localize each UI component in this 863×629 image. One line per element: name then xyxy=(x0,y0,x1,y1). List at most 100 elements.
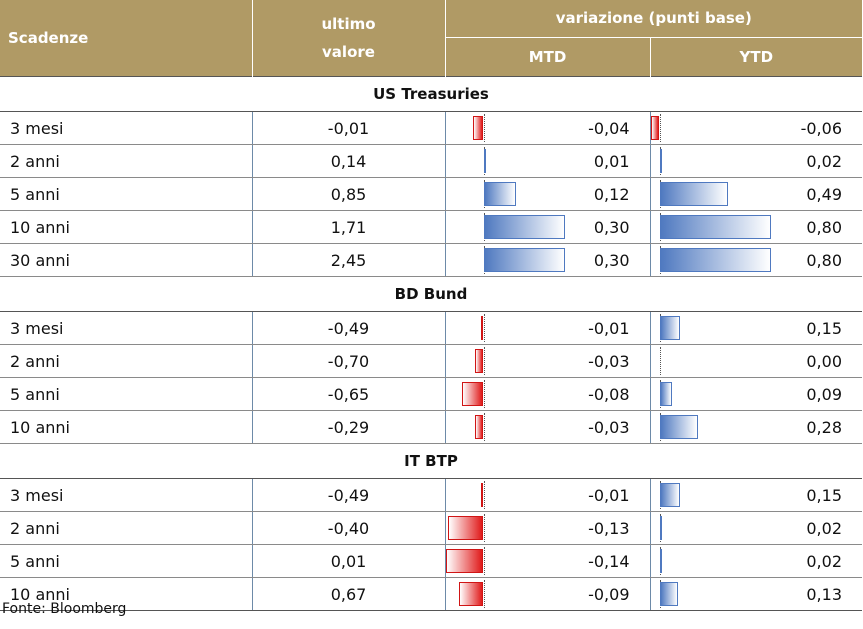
mtd-change-cell: -0,09 xyxy=(445,577,651,611)
ytd-change-cell: 0,09 xyxy=(650,377,862,411)
ytd-change-value: 0,02 xyxy=(806,518,842,538)
last-value-cell: -0,29 xyxy=(252,410,446,444)
mtd-change-bar xyxy=(483,248,565,272)
mtd-change-value: -0,03 xyxy=(588,417,630,437)
table-body: US Treasuries 3 mesi -0,01 -0,04 -0,06 2 anni… xyxy=(0,76,862,611)
ytd-change-bar xyxy=(659,149,663,173)
mtd-change-value: -0,09 xyxy=(588,584,630,604)
header-last-line2: valore xyxy=(252,37,446,77)
ytd-zero-axis xyxy=(659,114,661,142)
section-header: BD Bund xyxy=(0,276,862,312)
ytd-change-value: -0,06 xyxy=(800,118,842,138)
mtd-zero-axis xyxy=(483,347,485,375)
table-row: 10 anni 0,67 -0,09 0,13 xyxy=(0,577,862,611)
mtd-change-bar xyxy=(461,382,484,406)
ytd-change-value: 0,80 xyxy=(806,217,842,237)
mtd-change-value: -0,04 xyxy=(588,118,630,138)
mtd-change-value: 0,30 xyxy=(593,250,630,270)
mtd-change-cell: 0,01 xyxy=(445,144,651,178)
mtd-change-value: -0,13 xyxy=(588,518,630,538)
ytd-zero-axis xyxy=(659,347,661,375)
mtd-zero-axis xyxy=(483,413,485,441)
table-row: 10 anni -0,29 -0,03 0,28 xyxy=(0,410,862,444)
last-value-cell: -0,65 xyxy=(252,377,446,411)
header-last-line1: ultimo xyxy=(252,0,446,37)
mtd-change-bar xyxy=(459,582,484,606)
ytd-change-value: 0,13 xyxy=(806,584,842,604)
last-value-cell: 1,71 xyxy=(252,210,446,244)
mtd-change-cell: 0,12 xyxy=(445,177,651,211)
header-change: variazione (punti base) xyxy=(445,0,862,38)
table-row: 5 anni -0,65 -0,08 0,09 xyxy=(0,377,862,411)
mtd-change-cell: -0,14 xyxy=(445,544,651,578)
section-title: BD Bund xyxy=(0,276,862,312)
mtd-zero-axis xyxy=(483,380,485,408)
mtd-change-value: -0,08 xyxy=(588,384,630,404)
mtd-zero-axis xyxy=(483,547,485,575)
last-value-cell: -0,40 xyxy=(252,511,446,545)
ytd-change-bar xyxy=(659,483,681,507)
table-header: Scadenze ultimo variazione (punti base) … xyxy=(0,0,862,77)
maturity-cell: 10 anni xyxy=(0,210,253,244)
mtd-zero-axis xyxy=(483,314,485,342)
ytd-change-cell: 0,00 xyxy=(650,344,862,378)
ytd-change-cell: 0,13 xyxy=(650,577,862,611)
mtd-change-bar xyxy=(480,483,484,507)
mtd-change-cell: 0,30 xyxy=(445,210,651,244)
mtd-change-bar xyxy=(448,516,484,540)
ytd-change-bar xyxy=(659,215,771,239)
mtd-change-value: -0,01 xyxy=(588,485,630,505)
ytd-change-cell: 0,15 xyxy=(650,311,862,345)
last-value-cell: -0,49 xyxy=(252,311,446,345)
mtd-change-value: -0,03 xyxy=(588,351,630,371)
table-row: 30 anni 2,45 0,30 0,80 xyxy=(0,243,862,277)
last-value-cell: -0,49 xyxy=(252,478,446,512)
mtd-change-cell: -0,01 xyxy=(445,311,651,345)
ytd-change-value: 0,15 xyxy=(806,485,842,505)
ytd-change-cell: 0,15 xyxy=(650,478,862,512)
maturity-cell: 5 anni xyxy=(0,177,253,211)
ytd-change-value: 0,02 xyxy=(806,551,842,571)
mtd-zero-axis xyxy=(483,481,485,509)
ytd-change-bar xyxy=(659,549,663,573)
table-row: 3 mesi -0,01 -0,04 -0,06 xyxy=(0,111,862,145)
last-value-cell: -0,01 xyxy=(252,111,446,145)
last-value-cell: 0,01 xyxy=(252,544,446,578)
ytd-change-bar xyxy=(659,516,663,540)
mtd-change-bar xyxy=(472,116,484,140)
mtd-change-cell: -0,03 xyxy=(445,410,651,444)
mtd-zero-axis xyxy=(483,514,485,542)
ytd-change-cell: 0,28 xyxy=(650,410,862,444)
last-value-cell: 0,14 xyxy=(252,144,446,178)
ytd-change-cell: 0,02 xyxy=(650,544,862,578)
maturity-cell: 2 anni xyxy=(0,144,253,178)
ytd-change-value: 0,00 xyxy=(806,351,842,371)
header-maturities: Scadenze xyxy=(0,0,253,77)
mtd-change-cell: -0,03 xyxy=(445,344,651,378)
ytd-change-bar xyxy=(659,382,672,406)
mtd-change-value: 0,30 xyxy=(593,217,630,237)
yields-table: Scadenze ultimo variazione (punti base) … xyxy=(0,0,862,611)
mtd-zero-axis xyxy=(483,580,485,608)
maturity-cell: 3 mesi xyxy=(0,111,253,145)
mtd-change-bar xyxy=(483,215,565,239)
mtd-change-bar xyxy=(480,316,484,340)
maturity-cell: 10 anni xyxy=(0,577,253,611)
table-row: 2 anni 0,14 0,01 0,02 xyxy=(0,144,862,178)
ytd-change-bar xyxy=(659,582,678,606)
ytd-change-value: 0,49 xyxy=(806,184,842,204)
mtd-change-cell: 0,30 xyxy=(445,243,651,277)
header-ytd: YTD xyxy=(650,37,862,77)
table-row: 2 anni -0,40 -0,13 0,02 xyxy=(0,511,862,545)
maturity-cell: 10 anni xyxy=(0,410,253,444)
ytd-change-bar xyxy=(659,316,681,340)
mtd-zero-axis xyxy=(483,114,485,142)
ytd-change-cell: -0,06 xyxy=(650,111,862,145)
table-row: 3 mesi -0,49 -0,01 0,15 xyxy=(0,478,862,512)
ytd-change-bar xyxy=(659,248,771,272)
mtd-change-value: 0,12 xyxy=(593,184,630,204)
source-note: Fonte: Bloomberg xyxy=(2,601,127,617)
ytd-change-cell: 0,80 xyxy=(650,243,862,277)
mtd-change-bar xyxy=(475,415,484,439)
